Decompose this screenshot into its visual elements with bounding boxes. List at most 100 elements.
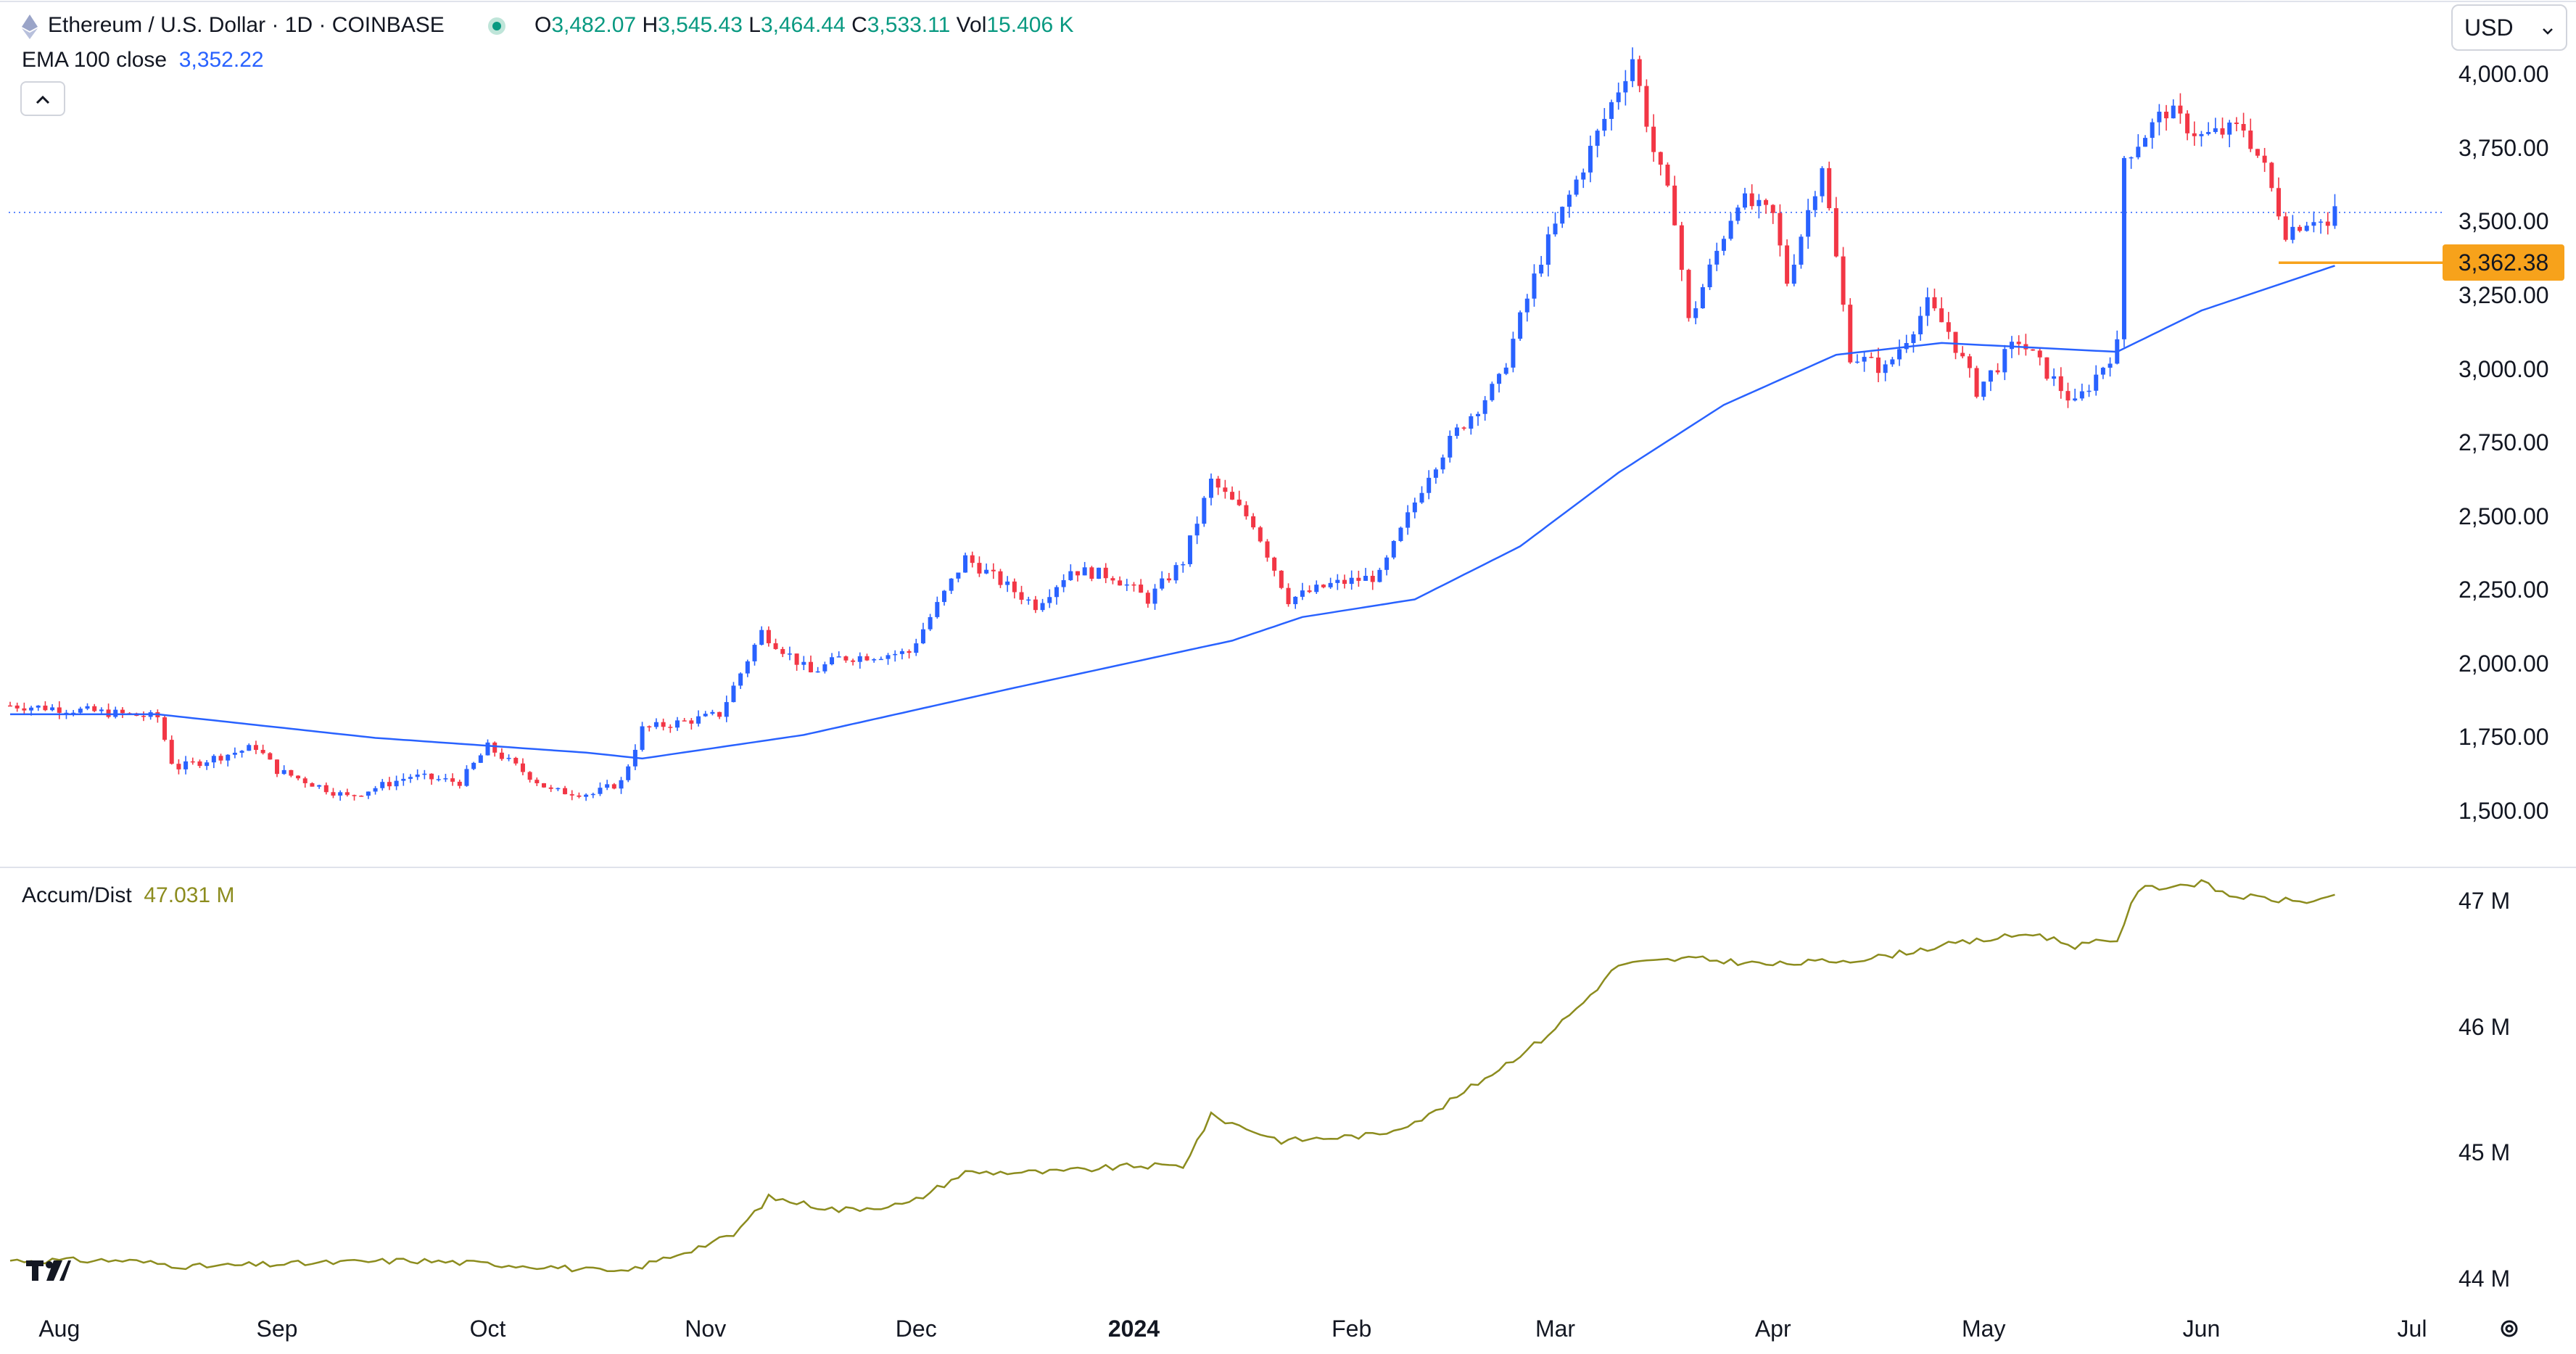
candle (1651, 126, 1656, 152)
candle (2199, 133, 2204, 136)
candle (1545, 234, 1551, 265)
candle (344, 792, 350, 796)
candle (2248, 131, 2253, 149)
candle (1145, 593, 1150, 604)
candle (1391, 540, 1396, 558)
candle (1089, 567, 1094, 579)
candle (1363, 575, 1368, 581)
candle (1356, 577, 1361, 581)
candle (422, 773, 427, 775)
candle (907, 651, 912, 653)
candle (1841, 256, 1846, 305)
candle (1799, 236, 1804, 265)
candle (1532, 273, 1537, 299)
price-tick-label: 1,750.00 (2459, 724, 2549, 751)
candle (1581, 172, 1586, 180)
tradingview-logo-icon[interactable] (26, 1260, 71, 1286)
ema-legend[interactable]: EMA 100 close 3,352.22 (22, 48, 264, 73)
candle (1785, 245, 1790, 284)
time-tick-label: Aug (38, 1316, 80, 1342)
candle (1187, 535, 1192, 564)
candle (2129, 157, 2134, 159)
candle (1118, 580, 1123, 586)
candle (338, 792, 343, 796)
candle (2016, 342, 2021, 344)
candle (1953, 331, 1958, 353)
candle (2031, 349, 2036, 351)
candle (232, 752, 237, 755)
candle (1454, 427, 1459, 436)
candle (626, 766, 631, 780)
candle (1427, 477, 1432, 493)
candle (1166, 578, 1171, 581)
candle (1230, 492, 1235, 500)
candle (703, 714, 708, 717)
candle (1279, 570, 1284, 588)
candle (1946, 322, 1951, 332)
candle (1560, 207, 1565, 224)
support-price-tag: 3,362.38 (2443, 244, 2564, 281)
candle (1623, 81, 1628, 93)
candle (323, 785, 329, 793)
candle (696, 716, 701, 724)
candle (380, 782, 385, 788)
candle (78, 709, 83, 713)
candle (1700, 287, 1705, 309)
candle (1131, 584, 1136, 586)
time-tick-label: Apr (1754, 1316, 1791, 1342)
candle (1503, 367, 1508, 374)
candle (963, 555, 968, 573)
candle (1778, 212, 1783, 246)
candle (1714, 250, 1720, 265)
candle (2094, 374, 2099, 391)
candle (141, 716, 146, 717)
candle (450, 778, 455, 782)
time-tick-label: Jul (2397, 1316, 2427, 1342)
candle (1672, 185, 1677, 226)
candle (1595, 131, 1600, 146)
volume-label: Vol (956, 13, 987, 37)
candle (8, 705, 12, 707)
candle (2002, 349, 2007, 373)
candle (1806, 210, 1811, 237)
candle (506, 757, 511, 759)
candle (542, 783, 546, 788)
candle (1300, 590, 1305, 597)
candle (2100, 368, 2105, 375)
gear-icon[interactable] (2497, 1316, 2522, 1345)
price-tick-label: 2,750.00 (2459, 429, 2549, 456)
candle (1047, 597, 1052, 603)
candle (1890, 359, 1895, 365)
candle (2037, 350, 2042, 358)
candle (1770, 205, 1775, 213)
currency-select[interactable]: USD (2451, 4, 2567, 51)
candle (2269, 162, 2274, 189)
candle (1743, 193, 1747, 208)
candle (2086, 390, 2092, 392)
volume-value: 15.406 K (986, 13, 1074, 37)
candle (92, 706, 97, 711)
candle (169, 740, 174, 764)
candle (485, 742, 490, 756)
candle (1097, 567, 1102, 579)
candle (64, 712, 69, 714)
ad-legend[interactable]: Accum/Dist 47.031 M (22, 883, 234, 908)
candle (1602, 118, 1607, 131)
symbol-title[interactable]: Ethereum / U.S. Dollar · 1D · COINBASE (48, 13, 445, 37)
candle (183, 761, 189, 769)
time-tick-label: Dec (895, 1316, 937, 1342)
candle (2255, 149, 2260, 156)
candle (1173, 565, 1178, 581)
time-tick-label: Mar (1535, 1316, 1576, 1342)
candle (218, 756, 223, 761)
collapse-legend-button[interactable] (20, 81, 65, 116)
candle (1209, 479, 1213, 498)
currency-value: USD (2464, 14, 2514, 41)
candle (766, 629, 771, 643)
candle (1883, 364, 1888, 373)
candle (1349, 577, 1354, 585)
candle (920, 629, 925, 644)
candle (640, 726, 645, 750)
